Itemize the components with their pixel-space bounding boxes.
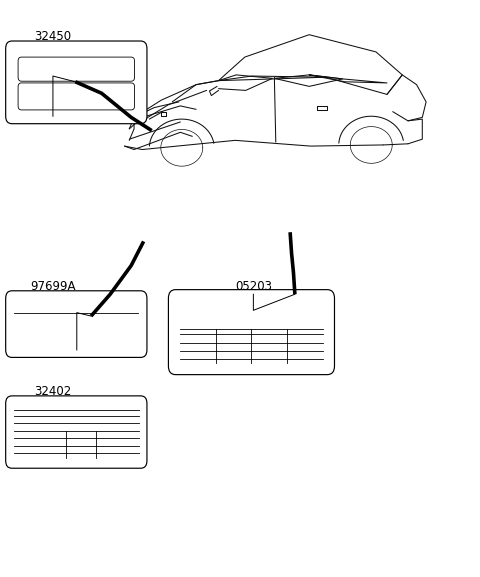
FancyBboxPatch shape <box>6 41 147 123</box>
FancyBboxPatch shape <box>18 83 134 110</box>
Text: 97699A: 97699A <box>30 280 76 293</box>
Text: 32450: 32450 <box>35 30 72 43</box>
FancyBboxPatch shape <box>6 396 147 468</box>
Text: 32402: 32402 <box>34 385 72 398</box>
Text: 05203: 05203 <box>235 280 272 293</box>
FancyBboxPatch shape <box>18 57 134 81</box>
FancyBboxPatch shape <box>6 291 147 357</box>
FancyBboxPatch shape <box>168 290 335 374</box>
